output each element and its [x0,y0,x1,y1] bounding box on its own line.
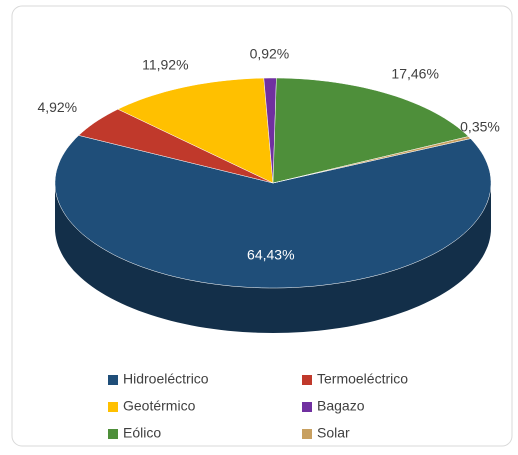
legend-swatch [108,375,118,385]
slice [78,108,274,184]
legend-label: Solar [317,425,350,441]
data-label: 0,92% [250,46,290,62]
legend-swatch [302,429,312,439]
data-label: 17,46% [391,65,438,81]
legend-swatch [302,402,312,412]
data-label: 4,92% [37,99,77,115]
slice [272,77,470,184]
slice [272,136,472,184]
data-label: 64,43% [247,247,294,263]
slice-side [55,183,491,333]
legend-label: Termoeléctrico [317,371,408,387]
legend-swatch [302,375,312,385]
legend-label: Geotérmico [123,398,196,414]
legend-swatch [108,429,118,439]
legend-label: Bagazo [317,398,365,414]
slice [117,77,274,184]
data-label: 0,35% [460,118,500,134]
legend-swatch [108,402,118,412]
legend-label: Eólico [123,425,161,441]
slice [54,135,492,289]
data-label: 11,92% [142,57,188,73]
legend-label: Hidroeléctrico [123,371,209,387]
